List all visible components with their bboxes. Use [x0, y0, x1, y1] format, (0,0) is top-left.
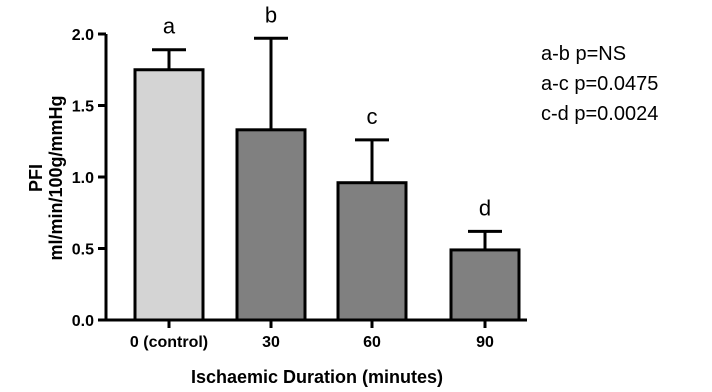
y-tick-label: 1.5 — [72, 99, 94, 116]
p-value-annotations: a-b p=NS a-c p=0.0475 c-d p=0.0024 — [541, 43, 658, 125]
error-bars — [152, 36, 502, 250]
bar-30 — [235, 128, 307, 322]
bar-90 — [449, 248, 521, 322]
x-tick-label: 60 — [363, 334, 381, 351]
x-tick-label: 90 — [476, 334, 494, 351]
x-axis-title: Ischaemic Duration (minutes) — [191, 367, 443, 387]
y-axis-title-line1: PFI — [26, 164, 46, 192]
y-tick-label: 0.5 — [72, 242, 94, 259]
bar-0-control- — [133, 68, 205, 322]
annotation-a-c: a-c p=0.0475 — [541, 73, 658, 95]
bars — [133, 68, 521, 322]
y-axis: 0.0 0.5 1.0 1.5 2.0 — [72, 27, 108, 330]
bar-60 — [336, 181, 408, 322]
significance-letter: d — [479, 195, 491, 220]
y-tick-label: 2.0 — [72, 27, 94, 44]
y-tick-label: 0.0 — [72, 313, 94, 330]
annotation-a-b: a-b p=NS — [541, 43, 626, 65]
y-axis-title-line2: ml/min/100g/mmHg — [46, 95, 66, 260]
significance-letter: c — [367, 104, 378, 129]
significance-letter: a — [163, 14, 176, 39]
significance-letters: a b c d — [163, 2, 491, 220]
annotation-c-d: c-d p=0.0024 — [541, 103, 658, 125]
significance-letter: b — [265, 2, 277, 27]
x-axis: 0 (control) 30 60 90 — [106, 318, 527, 351]
y-tick-label: 1.0 — [72, 170, 94, 187]
x-tick-label: 30 — [262, 334, 280, 351]
x-tick-label: 0 (control) — [130, 334, 208, 351]
